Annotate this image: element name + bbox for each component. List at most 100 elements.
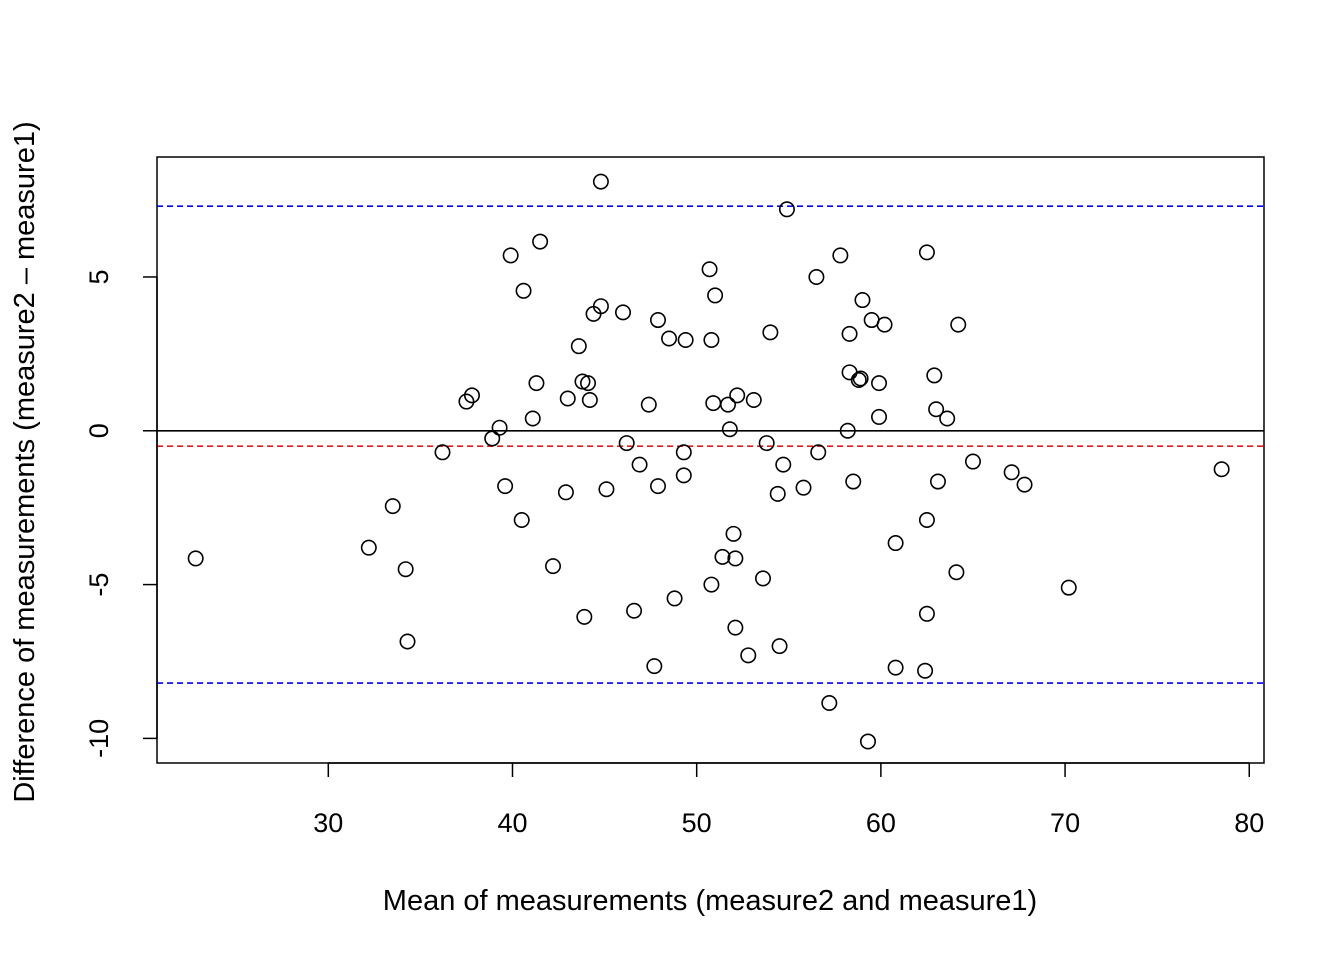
data-point <box>532 233 549 250</box>
data-point <box>703 576 720 593</box>
data-point <box>703 332 720 349</box>
x-tick-label: 80 <box>1234 808 1264 838</box>
data-point <box>719 396 736 413</box>
data-point <box>714 548 731 565</box>
data-point <box>497 478 514 495</box>
data-point <box>484 430 501 447</box>
data-point <box>661 330 678 347</box>
data-point <box>1016 476 1033 493</box>
data-point <box>360 539 377 556</box>
data-point <box>950 316 967 333</box>
data-point <box>841 325 858 342</box>
data-point <box>675 444 692 461</box>
data-point <box>832 247 849 264</box>
data-point <box>771 638 788 655</box>
data-point <box>618 435 635 452</box>
data-point <box>887 659 904 676</box>
data-point <box>631 456 648 473</box>
data-point <box>754 570 771 587</box>
data-point <box>491 419 508 436</box>
data-point <box>650 312 667 329</box>
data-point <box>729 387 746 404</box>
y-axis: -10 -5 0 5 <box>84 269 158 758</box>
data-point <box>850 372 867 389</box>
data-point <box>570 338 587 355</box>
data-point <box>640 396 657 413</box>
data-point <box>524 410 541 427</box>
data-point <box>876 316 893 333</box>
x-tick-label: 40 <box>497 808 527 838</box>
scatter-points <box>187 173 1230 750</box>
data-point <box>705 395 722 412</box>
data-point <box>576 608 593 625</box>
data-point <box>721 421 738 438</box>
data-point <box>841 364 858 381</box>
data-point <box>887 535 904 552</box>
data-point <box>615 304 632 321</box>
data-point <box>557 484 574 501</box>
data-point <box>513 511 530 528</box>
data-point <box>918 605 935 622</box>
data-point <box>458 393 475 410</box>
data-point <box>918 244 935 261</box>
data-point <box>592 173 609 190</box>
data-point <box>463 387 480 404</box>
y-axis-title: Difference of measurements (measure2 – m… <box>9 121 41 802</box>
data-point <box>727 619 744 636</box>
y-tick-label: 0 <box>84 423 114 438</box>
data-point <box>918 511 935 528</box>
data-point <box>762 324 779 341</box>
data-point <box>808 268 825 285</box>
data-point <box>964 453 981 470</box>
data-point <box>740 647 757 664</box>
x-tick-label: 50 <box>682 808 712 838</box>
data-point <box>515 282 532 299</box>
data-point <box>758 435 775 452</box>
data-point <box>581 392 598 409</box>
y-tick-label: -5 <box>84 573 114 597</box>
data-point <box>677 332 694 349</box>
data-point <box>852 370 869 387</box>
data-point <box>948 564 965 581</box>
data-point <box>871 408 888 425</box>
data-point <box>821 695 838 712</box>
data-point <box>707 287 724 304</box>
data-point <box>559 390 576 407</box>
data-point <box>854 292 871 309</box>
data-point <box>528 375 545 392</box>
data-point <box>502 247 519 264</box>
data-point <box>775 456 792 473</box>
data-point <box>666 590 683 607</box>
data-point <box>187 550 204 567</box>
data-point <box>580 375 597 392</box>
data-point <box>769 485 786 502</box>
data-point <box>926 367 943 384</box>
data-point <box>399 633 416 650</box>
data-point <box>646 658 663 675</box>
data-point <box>397 561 414 578</box>
data-point <box>928 401 945 418</box>
x-tick-label: 60 <box>866 808 896 838</box>
data-point <box>871 375 888 392</box>
data-point <box>1003 464 1020 481</box>
data-point <box>701 261 718 278</box>
plot-frame <box>156 156 1265 764</box>
data-point <box>917 662 934 679</box>
data-point <box>845 473 862 490</box>
data-point <box>1060 579 1077 596</box>
data-point <box>725 525 742 542</box>
data-point <box>434 444 451 461</box>
data-point <box>745 392 762 409</box>
y-tick-label: -10 <box>84 719 114 758</box>
x-tick-label: 30 <box>313 808 343 838</box>
data-point <box>650 478 667 495</box>
x-axis: 30 40 50 60 70 80 <box>313 762 1264 838</box>
data-point <box>545 558 562 575</box>
reference-lines <box>157 205 1264 684</box>
data-point <box>939 410 956 427</box>
data-point <box>859 733 876 750</box>
data-point <box>810 444 827 461</box>
data-point <box>675 467 692 484</box>
data-point <box>592 298 609 315</box>
